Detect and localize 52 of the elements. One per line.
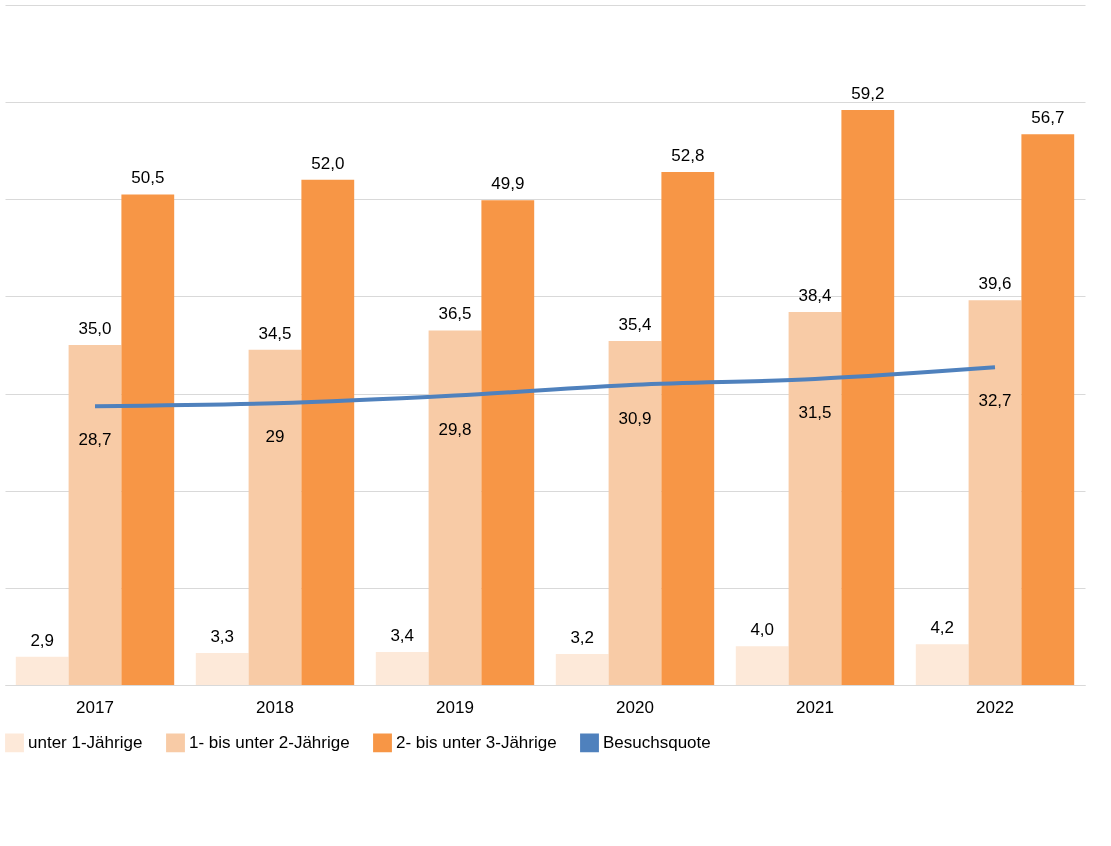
bar [968, 300, 1022, 685]
x-tick-label: 2021 [796, 697, 834, 717]
data-label: 50,5 [131, 168, 165, 188]
data-label: 34,5 [258, 323, 292, 343]
bar [661, 172, 715, 685]
data-label: 36,5 [438, 304, 472, 324]
bar [481, 200, 535, 685]
data-label: 4,0 [750, 620, 775, 640]
bar [428, 330, 482, 685]
data-label: 49,9 [491, 174, 525, 194]
bar [735, 646, 789, 685]
legend-label: 2- bis unter 3-Jährige [396, 732, 557, 752]
data-label: 2,9 [30, 630, 55, 650]
bar [841, 109, 895, 685]
data-label: 28,7 [78, 430, 112, 450]
bar [15, 656, 69, 685]
data-label: 30,9 [618, 408, 652, 428]
legend-label: 1- bis unter 2-Jährige [189, 732, 350, 752]
data-label: 35,4 [618, 315, 652, 335]
bar [68, 345, 122, 685]
bar [375, 651, 429, 685]
x-tick-label: 2020 [616, 697, 654, 717]
x-tick-label: 2022 [976, 697, 1014, 717]
data-label: 56,7 [1031, 108, 1065, 128]
data-label: 38,4 [798, 285, 832, 305]
data-label: 39,6 [978, 274, 1012, 294]
data-label: 4,2 [930, 618, 955, 638]
bar [788, 311, 842, 685]
data-label: 52,0 [311, 153, 345, 173]
x-tick-label: 2018 [256, 697, 294, 717]
bar [301, 179, 355, 685]
data-label: 35,0 [78, 319, 112, 338]
data-label: 3,4 [390, 625, 415, 645]
data-label: 32,7 [978, 391, 1012, 411]
bar [121, 194, 175, 685]
data-label: 52,8 [671, 146, 705, 166]
bar [195, 652, 249, 685]
bar [608, 341, 662, 685]
data-label: 3,2 [570, 627, 595, 647]
data-label: 3,3 [210, 626, 235, 646]
data-label: 29 [265, 427, 285, 447]
data-label: 29,8 [438, 419, 472, 439]
x-tick-label: 2019 [436, 697, 474, 717]
bar [915, 644, 969, 685]
bar [1021, 134, 1075, 685]
x-tick-label: 2017 [76, 697, 114, 717]
data-label: 31,5 [798, 403, 832, 422]
legend-label: Besuchsquote [603, 732, 711, 752]
data-label: 59,2 [851, 83, 885, 103]
bar [555, 653, 609, 685]
legend-label: unter 1-Jährige [28, 732, 143, 752]
bar [248, 349, 302, 685]
